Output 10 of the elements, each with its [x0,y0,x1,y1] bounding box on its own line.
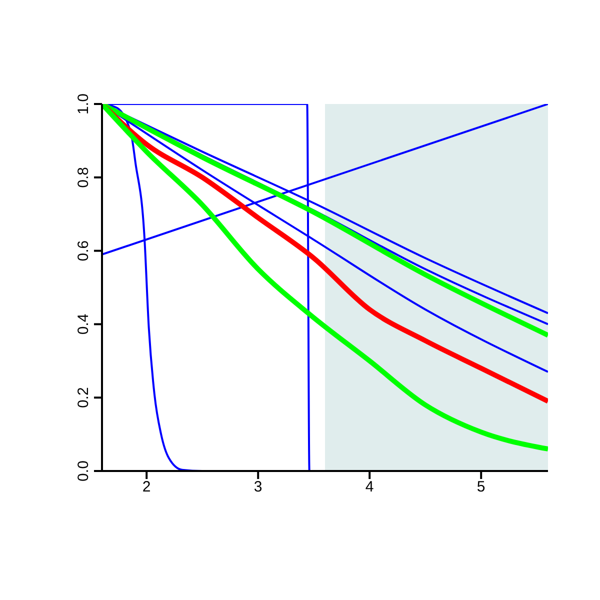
y-tick-label: 1.0 [75,94,92,114]
y-tick-label: 0.0 [75,460,92,482]
x-tick-label: 2 [142,478,151,496]
y-tick-label: 0.4 [75,314,92,335]
x-tick-label: 4 [365,478,374,496]
x-tick-label: 3 [254,478,262,496]
y-tick-label: 0.8 [75,166,92,188]
y-tick-label: 0.2 [75,387,92,408]
x-tick-label: 5 [476,478,486,496]
y-tick-label: 0.6 [75,240,92,262]
